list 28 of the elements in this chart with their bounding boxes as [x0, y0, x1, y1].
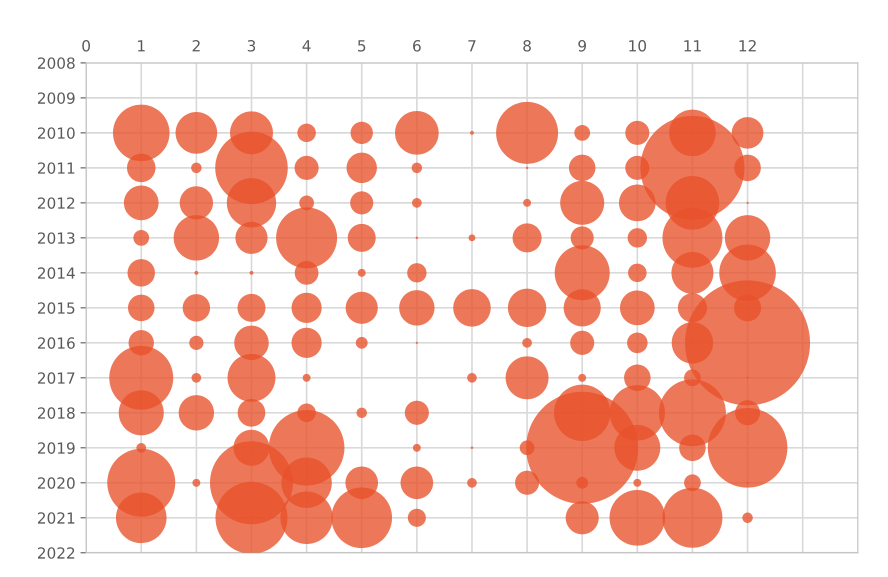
x-tick-label: 8 — [523, 40, 531, 52]
x-tick-label: 7 — [468, 40, 476, 52]
x-tick-label: 10 — [629, 40, 646, 52]
y-tick-label: 2015 — [38, 302, 74, 314]
y-tick-label: 2017 — [38, 372, 74, 384]
x-tick-label: 11 — [684, 40, 701, 52]
x-tick-label: 9 — [578, 40, 586, 52]
x-tick-label: 5 — [358, 40, 366, 52]
x-tick-label: 2 — [192, 40, 200, 52]
y-tick-label: 2012 — [38, 197, 74, 209]
x-tick-label: 4 — [302, 40, 311, 52]
y-tick-label: 2019 — [38, 442, 75, 454]
y-tick-label: 2008 — [38, 57, 75, 69]
y-tick-label: 2009 — [38, 92, 75, 104]
y-tick-label: 2011 — [38, 162, 74, 174]
x-tick-label: 1 — [138, 40, 145, 52]
x-tick-label: 0 — [82, 40, 90, 52]
y-tick-label: 2018 — [38, 407, 75, 419]
y-tick-label: 2020 — [38, 477, 75, 489]
y-tick-label: 2010 — [38, 127, 75, 139]
y-tick-label: 2013 — [38, 232, 74, 244]
y-tick-label: 2016 — [38, 337, 75, 349]
y-tick-label: 2014 — [38, 267, 75, 279]
y-tick-label: 2022 — [38, 547, 74, 559]
x-tick-label: 3 — [248, 40, 256, 52]
x-tick-label: 12 — [740, 40, 756, 52]
x-tick-label: 6 — [413, 40, 421, 52]
y-tick-label: 2021 — [38, 512, 74, 524]
